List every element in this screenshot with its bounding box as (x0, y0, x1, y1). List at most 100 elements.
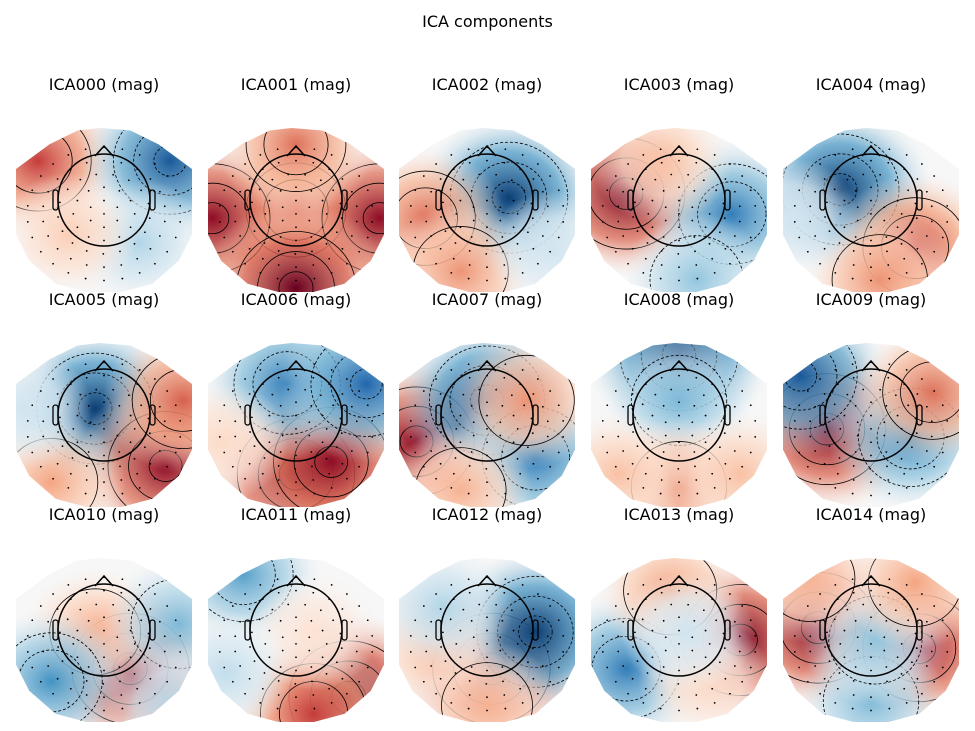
sensor-dot (56, 393, 59, 395)
sensor-dot (444, 230, 447, 233)
sensor-dot (295, 186, 297, 189)
sensor-dot (56, 178, 59, 180)
sensor-dot (694, 250, 696, 253)
sensor-dot (138, 271, 141, 274)
sensor-dot (279, 619, 282, 622)
sensor-dot (174, 451, 177, 454)
sensor-dot (499, 636, 502, 639)
sensor-dot (696, 707, 699, 710)
sensor-dot (708, 427, 711, 430)
sensor-dot (121, 148, 124, 151)
sensor-dot (76, 199, 79, 202)
sensor-dot (907, 404, 910, 407)
sensor-dot (642, 584, 645, 586)
sensor-dot (852, 161, 855, 164)
sensor-dot (103, 589, 105, 592)
sensor-dot (350, 235, 353, 237)
sensor-dot (454, 672, 457, 674)
sensor-dot (52, 163, 55, 165)
sensor-dot (52, 593, 55, 595)
sensor-dot (896, 414, 899, 417)
sensor-dot (87, 189, 90, 192)
sensor-dot (26, 221, 29, 223)
left-ear-icon (244, 189, 251, 211)
sensor-dot (549, 250, 552, 253)
sensor-dot (839, 212, 842, 215)
sensor-dot (121, 277, 124, 280)
left-ear-icon (244, 619, 251, 641)
sensor-dot (87, 404, 90, 407)
sensor-dot (659, 277, 662, 280)
sensor-dot (277, 591, 280, 594)
sensor-dot (147, 202, 150, 205)
sensor-dot (174, 236, 177, 239)
sensor-dot (102, 682, 105, 685)
sensor-dot (501, 451, 504, 453)
topomap-0 (16, 128, 192, 292)
topomap-field-13-4 (620, 571, 755, 693)
sensor-dot (69, 687, 72, 690)
sensor-dot (502, 680, 504, 683)
sensor-dot (549, 680, 552, 683)
sensor-dot (819, 262, 822, 265)
sensor-dot (695, 264, 698, 266)
panel-title-6: ICA006 (mag) (240, 290, 352, 309)
sensor-dot (894, 394, 897, 397)
sensor-dot (281, 649, 284, 652)
sensor-dot (749, 619, 752, 622)
sensor-dot (39, 250, 42, 253)
sensor-dot (67, 154, 70, 156)
sensor-dot (617, 205, 620, 208)
sensor-dot (179, 634, 182, 637)
sensor-dot (516, 242, 519, 245)
sensor-dot (678, 656, 680, 659)
sensor-dot (268, 656, 271, 659)
sensor-dot (504, 707, 507, 710)
sensor-dot (328, 687, 331, 690)
sensor-dot (713, 701, 716, 704)
sensor-dot (733, 450, 736, 452)
topomap-field-2-3 (486, 190, 575, 292)
sensor-dot (749, 451, 752, 454)
sensor-dot (678, 454, 680, 457)
sensor-dot (846, 608, 849, 611)
sensor-dot (295, 629, 297, 632)
sensor-dot (136, 472, 139, 475)
sensor-dot (430, 665, 433, 667)
sensor-dot (915, 217, 918, 220)
sensor-dot (52, 477, 55, 480)
sensor-dot (366, 404, 369, 407)
sensor-dot (900, 242, 903, 245)
sensor-dot (486, 642, 488, 645)
sensor-dot (439, 677, 442, 680)
sensor-dot (234, 420, 237, 423)
sensor-dot (414, 451, 417, 454)
sensor-dot (662, 236, 665, 238)
sensor-dot (798, 236, 801, 239)
contour-line (208, 202, 230, 235)
sensor-dot (163, 635, 166, 638)
topomap-8 (591, 343, 767, 507)
sensor-dot (662, 666, 665, 668)
sensor-dot (510, 609, 513, 612)
sensor-dot (85, 250, 88, 252)
sensor-dot (371, 221, 374, 223)
sensor-dot (486, 427, 488, 430)
nose-icon (94, 359, 114, 372)
sensor-dot (166, 250, 169, 253)
sensor-dot (733, 620, 736, 623)
sensor-dot (606, 451, 609, 454)
sensor-dot (295, 656, 297, 659)
sensor-dot (422, 605, 425, 607)
sensor-dot (279, 236, 282, 238)
sensor-dot (723, 432, 726, 435)
sensor-dot (339, 202, 342, 205)
sensor-dot (885, 404, 888, 407)
sensor-dot (295, 441, 297, 444)
topomap-field-5-4 (16, 348, 92, 469)
sensor-dot (532, 247, 535, 250)
sensor-dot (264, 212, 267, 215)
sensor-dot (693, 189, 696, 192)
sensor-dot (472, 434, 475, 437)
sensor-dot (828, 230, 831, 233)
